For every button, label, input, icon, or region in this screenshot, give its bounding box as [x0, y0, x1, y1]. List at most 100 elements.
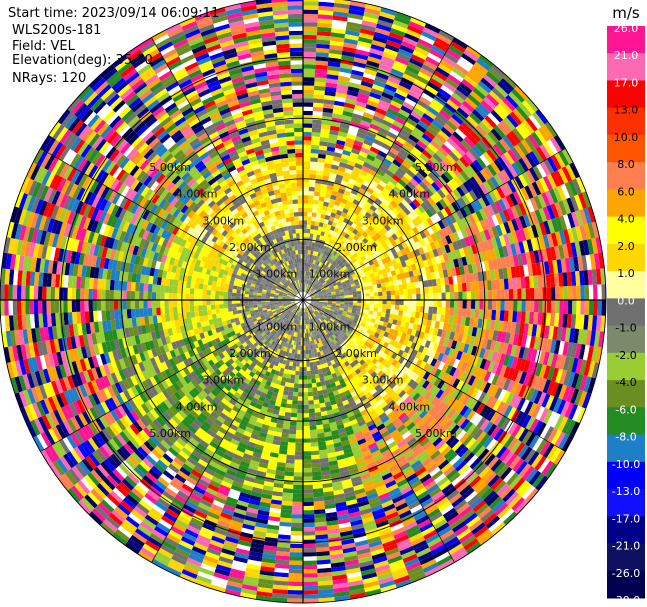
radar-gate — [350, 283, 356, 288]
radar-gate — [374, 134, 386, 143]
radar-gate — [502, 97, 516, 112]
radar-gate — [303, 98, 314, 103]
radar-gate — [483, 166, 494, 179]
radar-gate — [373, 292, 379, 297]
radar-gate — [456, 219, 465, 230]
radar-gate — [428, 293, 434, 300]
radar-gate — [352, 294, 358, 298]
radar-gate — [448, 242, 455, 252]
radar-gate — [422, 149, 433, 160]
radar-gate — [325, 246, 330, 252]
radar-gate — [411, 300, 417, 306]
radar-gate — [486, 280, 492, 291]
radar-gate — [415, 123, 427, 134]
radar-gate — [440, 208, 449, 219]
radar-gate — [323, 260, 329, 266]
radar-gate — [303, 589, 319, 595]
radar-gate — [332, 108, 344, 115]
radar-gate — [303, 493, 314, 498]
radar-gate — [449, 223, 457, 234]
radar-gate — [325, 251, 331, 257]
radar-gate — [390, 68, 404, 78]
radar-gate — [366, 154, 376, 162]
radar-gate — [388, 104, 401, 113]
radar-gate — [303, 476, 313, 481]
radar-gate — [313, 496, 325, 502]
radar-gate — [499, 100, 513, 115]
radar-gate — [311, 287, 315, 292]
radar-gate — [288, 568, 303, 574]
radar-gate — [333, 2, 350, 10]
radar-gate — [428, 286, 434, 294]
radar-gate — [412, 175, 422, 185]
radar-gate — [362, 237, 369, 244]
radar-gate — [317, 243, 322, 249]
radar-gate — [316, 43, 330, 49]
radar-gate — [481, 194, 491, 207]
radar-gate — [411, 146, 423, 157]
radar-gate — [385, 256, 392, 263]
radar-gate — [369, 215, 377, 223]
radar-gate — [470, 201, 480, 213]
radar-gate — [303, 535, 316, 540]
radar-gate — [461, 78, 476, 91]
radar-gate — [338, 287, 344, 291]
radar-gate — [432, 306, 438, 315]
radar-gate — [403, 172, 413, 182]
radar-gate — [369, 146, 380, 154]
radar-gate — [343, 172, 352, 179]
radar-gate — [412, 226, 420, 235]
radar-gate — [345, 164, 355, 171]
radar-gate — [303, 148, 311, 154]
radar-gate — [303, 463, 312, 469]
radar-gate — [312, 471, 322, 477]
radar-gate — [311, 136, 321, 142]
radar-gate — [471, 109, 485, 122]
radar-gate — [331, 23, 347, 30]
radar-gate — [416, 300, 421, 307]
radar-gate — [542, 141, 555, 157]
radar-gate — [399, 300, 404, 306]
radar-gate — [310, 157, 318, 163]
radar-gate — [377, 307, 383, 313]
radar-gate — [295, 438, 303, 443]
radar-gate — [554, 152, 566, 169]
radar-gate — [322, 171, 331, 177]
radar-gate — [451, 148, 463, 160]
radar-gate — [312, 233, 317, 239]
radar-gate — [291, 514, 303, 519]
radar-gate — [298, 375, 303, 380]
radar-gate — [315, 256, 320, 262]
radar-gate — [441, 55, 457, 68]
radar-gate — [499, 310, 505, 322]
radar-gate — [475, 185, 486, 197]
radar-gate — [419, 230, 427, 239]
radar-gate — [308, 199, 314, 205]
radar-gate — [315, 420, 323, 426]
radar-gate — [325, 272, 330, 277]
radar-gate — [507, 180, 517, 194]
radar-gate — [323, 103, 334, 109]
radar-gate — [281, 500, 293, 506]
radar-gate — [359, 218, 367, 226]
radar-gate — [321, 274, 326, 279]
radar-gate — [566, 197, 576, 213]
radar-gate — [562, 198, 572, 215]
radar-gate — [479, 300, 484, 310]
radar-gate — [436, 285, 442, 293]
radar-gate — [349, 77, 362, 85]
radar-gate — [348, 81, 361, 89]
radar-gate — [309, 362, 314, 367]
radar-gate — [406, 169, 416, 179]
radar-gate — [401, 233, 409, 242]
radar-gate — [347, 252, 353, 258]
radar-gate — [311, 378, 317, 384]
radar-gate — [325, 154, 334, 161]
radar-gate — [401, 144, 412, 154]
radar-gate — [315, 280, 320, 285]
radar-gate — [404, 184, 413, 194]
radar-gate — [528, 114, 542, 130]
radar-gate — [357, 92, 370, 101]
radar-gate — [289, 556, 303, 561]
radar-gate — [395, 182, 405, 191]
